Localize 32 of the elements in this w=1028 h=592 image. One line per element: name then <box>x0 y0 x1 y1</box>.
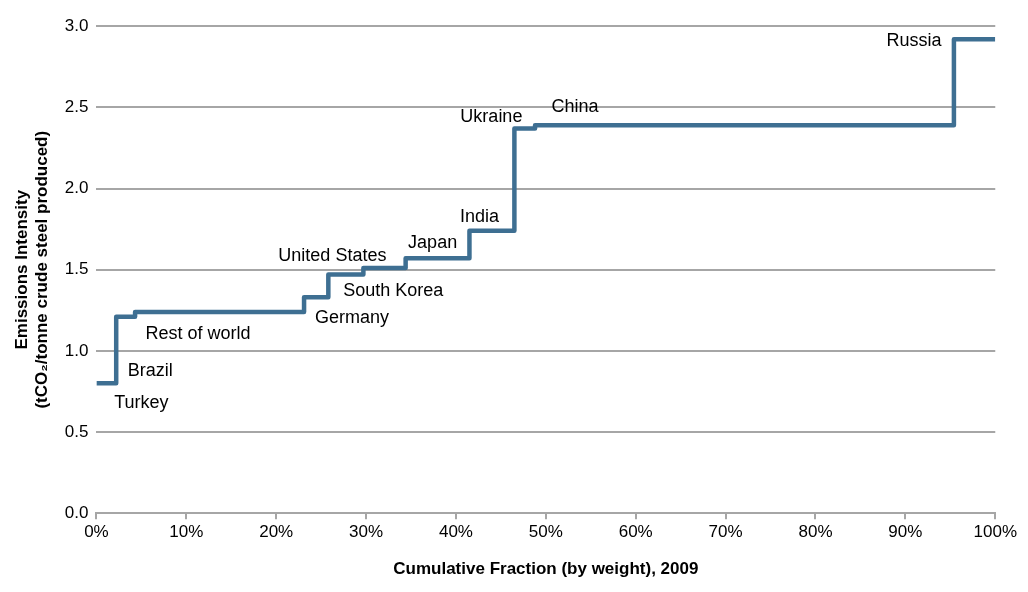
data-label: India <box>459 205 500 226</box>
y-tick-label: 2.0 <box>64 178 89 198</box>
y-tick-label: 0.5 <box>64 421 89 441</box>
y-tick-label: 2.5 <box>64 97 89 117</box>
x-tick-label: 60% <box>618 522 653 542</box>
data-label: Turkey <box>114 392 169 413</box>
text: (tCO₂/tonne crude steel produced) <box>32 130 52 409</box>
x-tick-label: 10% <box>169 522 204 542</box>
x-tick-label: 70% <box>708 522 743 542</box>
data-label: Russia <box>886 30 943 51</box>
x-axis-title: Cumulative Fraction (by weight), 2009 <box>393 559 699 579</box>
x-tick-label: 90% <box>888 522 923 542</box>
data-label: China <box>551 96 600 117</box>
y-tick-label: 0.0 <box>64 502 89 522</box>
x-tick-label: 0% <box>84 522 109 542</box>
x-tick-label: 20% <box>259 522 294 542</box>
x-tick-label: 80% <box>798 522 833 542</box>
y-tick-label: 3.0 <box>64 15 89 35</box>
data-label: United States <box>278 245 387 266</box>
text: Emissions Intensity <box>11 189 31 350</box>
data-label: Brazil <box>127 359 173 380</box>
y-tick-label: 1.5 <box>64 259 89 279</box>
data-label: South Korea <box>343 279 445 300</box>
data-label: Germany <box>315 307 390 328</box>
x-tick-label: 30% <box>349 522 384 542</box>
y-tick-label: 1.0 <box>64 340 89 360</box>
data-label: Rest of world <box>145 322 251 343</box>
x-tick-label: 50% <box>528 522 563 542</box>
x-tick-label: 40% <box>438 522 473 542</box>
x-tick-label: 100% <box>973 522 1017 542</box>
data-label: Japan <box>408 232 458 253</box>
data-label: Ukraine <box>460 106 523 127</box>
